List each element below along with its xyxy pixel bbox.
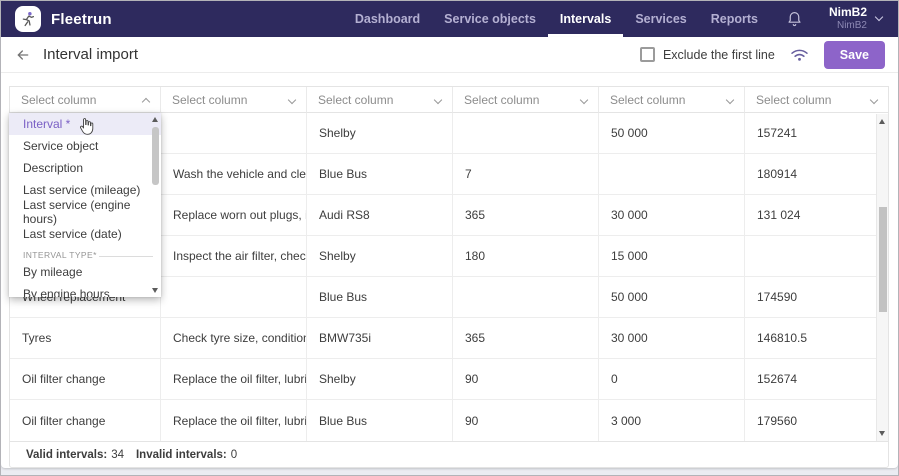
user-menu[interactable]: NimB2 NimB2: [828, 5, 884, 32]
chevron-down-icon: [869, 95, 879, 104]
table-row: Wheel replacement Blue Bus 50 000 174590: [10, 277, 888, 318]
main-nav: Dashboard Service objects Intervals Serv…: [343, 1, 888, 37]
nav-item-services[interactable]: Services: [635, 12, 687, 26]
page-toolbar: Interval import Exclude the first line S…: [1, 37, 898, 73]
user-name: NimB2: [828, 5, 867, 20]
scroll-down-arrow-icon[interactable]: [151, 288, 158, 293]
valid-intervals-value: 34: [111, 448, 124, 461]
nav-item-reports[interactable]: Reports: [710, 12, 758, 26]
dropdown-option-last-service-date[interactable]: Last service (date): [23, 227, 122, 241]
scroll-down-arrow-icon[interactable]: [879, 431, 885, 436]
table-row: Oil filter change Replace the oil filter,…: [10, 400, 888, 441]
table-vertical-scrollbar[interactable]: [876, 114, 888, 441]
save-button[interactable]: Save: [823, 40, 885, 69]
dropdown-option-by-engine-hours[interactable]: By engine hours: [23, 287, 110, 297]
back-arrow-icon[interactable]: [15, 47, 31, 63]
column-select-dropdown: Interval * Service object Description La…: [9, 113, 161, 297]
nav-item-service-objects[interactable]: Service objects: [444, 12, 536, 26]
scrollbar-thumb[interactable]: [151, 127, 159, 185]
invalid-intervals-label: Invalid intervals:: [135, 448, 227, 461]
column-select-3[interactable]: Select column: [307, 87, 453, 113]
chevron-down-icon: [579, 95, 589, 104]
table-row: Replace worn out plugs, inspe…Audi RS836…: [10, 195, 888, 236]
nav-item-intervals[interactable]: Intervals: [547, 1, 624, 37]
column-select-4[interactable]: Select column: [453, 87, 599, 113]
dropdown-group-interval-type: INTERVAL TYPE*: [9, 245, 161, 261]
interval-import-table: Select column Select column Select colum…: [9, 86, 889, 441]
page-title: Interval import: [43, 46, 139, 63]
invalid-intervals-value: 0: [230, 448, 238, 461]
column-select-2[interactable]: Select column: [161, 87, 307, 113]
wifi-icon[interactable]: [789, 46, 810, 63]
column-select-1[interactable]: Select column: [10, 87, 161, 113]
user-account: NimB2: [836, 20, 867, 32]
chevron-down-icon: [287, 95, 297, 104]
dropdown-option-last-service-mileage[interactable]: Last service (mileage): [23, 183, 141, 197]
dropdown-option-service-object[interactable]: Service object: [23, 139, 99, 153]
dropdown-option-last-service-engine-hours[interactable]: Last service (engine hours): [23, 198, 131, 226]
top-navbar: Fleetrun Dashboard Service objects Inter…: [1, 1, 898, 37]
brand[interactable]: Fleetrun: [15, 6, 112, 32]
table-header-row: Select column Select column Select colum…: [10, 87, 888, 113]
dropdown-option-interval[interactable]: Interval *: [9, 113, 161, 135]
chevron-down-icon: [433, 95, 443, 104]
chevron-down-icon: [874, 13, 884, 22]
table-body: Shelby 50 000 157241 Wash the vehicle and …: [10, 113, 888, 441]
notifications-bell-icon[interactable]: [786, 10, 803, 28]
dropdown-scrollbar[interactable]: [150, 115, 160, 295]
scrollbar-thumb[interactable]: [878, 207, 887, 312]
group-divider: [98, 256, 153, 257]
dropdown-option-description[interactable]: Description: [23, 161, 84, 175]
valid-intervals-label: Valid intervals:: [26, 448, 108, 461]
scroll-up-arrow-icon[interactable]: [879, 119, 885, 124]
scroll-up-arrow-icon[interactable]: [151, 117, 158, 122]
column-select-6[interactable]: Select column: [745, 87, 888, 113]
exclude-first-line-checkbox[interactable]: [639, 47, 655, 62]
content-card: Interval import Exclude the first line S…: [1, 37, 898, 468]
chevron-up-icon: [141, 97, 151, 106]
column-select-5[interactable]: Select column: [599, 87, 745, 113]
table-row: Oil filter change Replace the oil filter,…: [10, 359, 888, 400]
dropdown-option-by-mileage[interactable]: By mileage: [23, 265, 83, 279]
nav-item-dashboard[interactable]: Dashboard: [354, 12, 421, 26]
fleetrun-logo-icon: [15, 6, 41, 32]
table-row: Shelby 50 000 157241: [10, 113, 888, 154]
chevron-down-icon: [725, 95, 735, 104]
brand-name: Fleetrun: [51, 10, 112, 28]
status-bar: Valid intervals: 34 Invalid intervals: 0: [9, 441, 889, 468]
exclude-first-line-label[interactable]: Exclude the first line: [662, 47, 775, 62]
